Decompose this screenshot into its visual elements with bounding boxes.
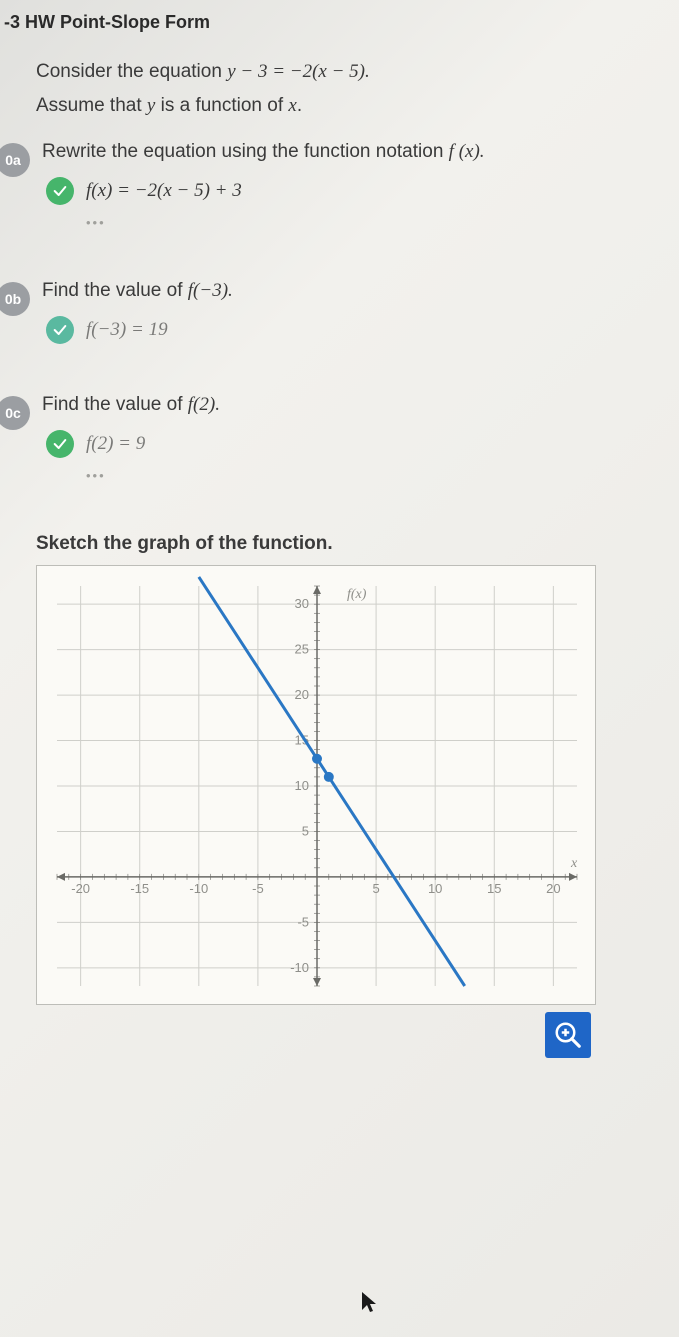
svg-text:x: x (570, 856, 578, 871)
part-a: 0a Rewrite the equation using the functi… (0, 141, 655, 230)
svg-text:15: 15 (487, 881, 501, 896)
intro-equation: y − 3 = −2(x − 5). (227, 61, 370, 82)
ellipsis: ••• (86, 215, 655, 230)
svg-text:5: 5 (302, 823, 309, 838)
part-badge-c: 0c (0, 396, 30, 430)
svg-text:30: 30 (295, 596, 309, 611)
prompt-text: Find the value of (42, 280, 188, 301)
part-badge-a: 0a (0, 143, 30, 177)
ellipsis: ••• (86, 468, 655, 483)
answer-a: f(x) = −2(x − 5) + 3 (86, 180, 242, 202)
intro-text: Consider the equation (36, 61, 227, 82)
svg-text:f(x): f(x) (347, 587, 367, 602)
svg-text:-10: -10 (189, 881, 208, 896)
prompt-text: Find the value of (42, 394, 188, 415)
cursor-icon (360, 1290, 378, 1319)
svg-text:25: 25 (295, 642, 309, 657)
svg-text:10: 10 (428, 881, 442, 896)
answer-row-b: f(−3) = 19 (46, 316, 655, 344)
prompt-fn: f(−3). (188, 280, 233, 301)
part-badge-b: 0b (0, 282, 30, 316)
prompt-text: Rewrite the equation using the function … (42, 141, 449, 162)
svg-text:20: 20 (295, 687, 309, 702)
graph-svg: -20-15-10-55101520-10-551015202530f(x)x (37, 566, 597, 1006)
svg-text:5: 5 (372, 881, 379, 896)
svg-text:-5: -5 (297, 914, 309, 929)
part-b: 0b Find the value of f(−3). f(−3) = 19 (0, 280, 655, 344)
prompt-a: Rewrite the equation using the function … (42, 141, 655, 163)
intro-text: Assume that (36, 95, 147, 116)
answer-c: f(2) = 9 (86, 433, 145, 455)
intro-line-1: Consider the equation y − 3 = −2(x − 5). (36, 61, 655, 83)
answer-row-c: f(2) = 9 (46, 430, 655, 458)
svg-text:-10: -10 (290, 960, 309, 975)
graph-container[interactable]: -20-15-10-55101520-10-551015202530f(x)x (36, 565, 596, 1005)
svg-text:-20: -20 (71, 881, 90, 896)
answer-b: f(−3) = 19 (86, 319, 168, 341)
intro-text: is a function of (155, 95, 288, 116)
check-icon (46, 177, 74, 205)
worksheet-title: -3 HW Point-Slope Form (0, 12, 655, 33)
intro-text: . (297, 95, 302, 116)
prompt-c: Find the value of f(2). (42, 394, 655, 416)
zoom-in-icon (553, 1020, 583, 1050)
prompt-fn: f(2). (188, 394, 220, 415)
intro-line-2: Assume that y is a function of x. (36, 95, 655, 117)
part-c: 0c Find the value of f(2). f(2) = 9 ••• (0, 394, 655, 483)
zoom-button[interactable] (545, 1012, 591, 1058)
check-icon (46, 316, 74, 344)
prompt-fn: f (x). (449, 141, 485, 162)
prompt-d: Sketch the graph of the function. (36, 533, 655, 555)
part-d: Sketch the graph of the function. -20 -15… (36, 533, 655, 1005)
problem-intro: Consider the equation y − 3 = −2(x − 5).… (36, 61, 655, 117)
var-x: x (288, 95, 296, 116)
answer-row-a: f(x) = −2(x − 5) + 3 (46, 177, 655, 205)
svg-text:-5: -5 (252, 881, 264, 896)
prompt-b: Find the value of f(−3). (42, 280, 655, 302)
svg-text:-15: -15 (130, 881, 149, 896)
check-icon (46, 430, 74, 458)
svg-text:10: 10 (295, 778, 309, 793)
svg-text:20: 20 (546, 881, 560, 896)
